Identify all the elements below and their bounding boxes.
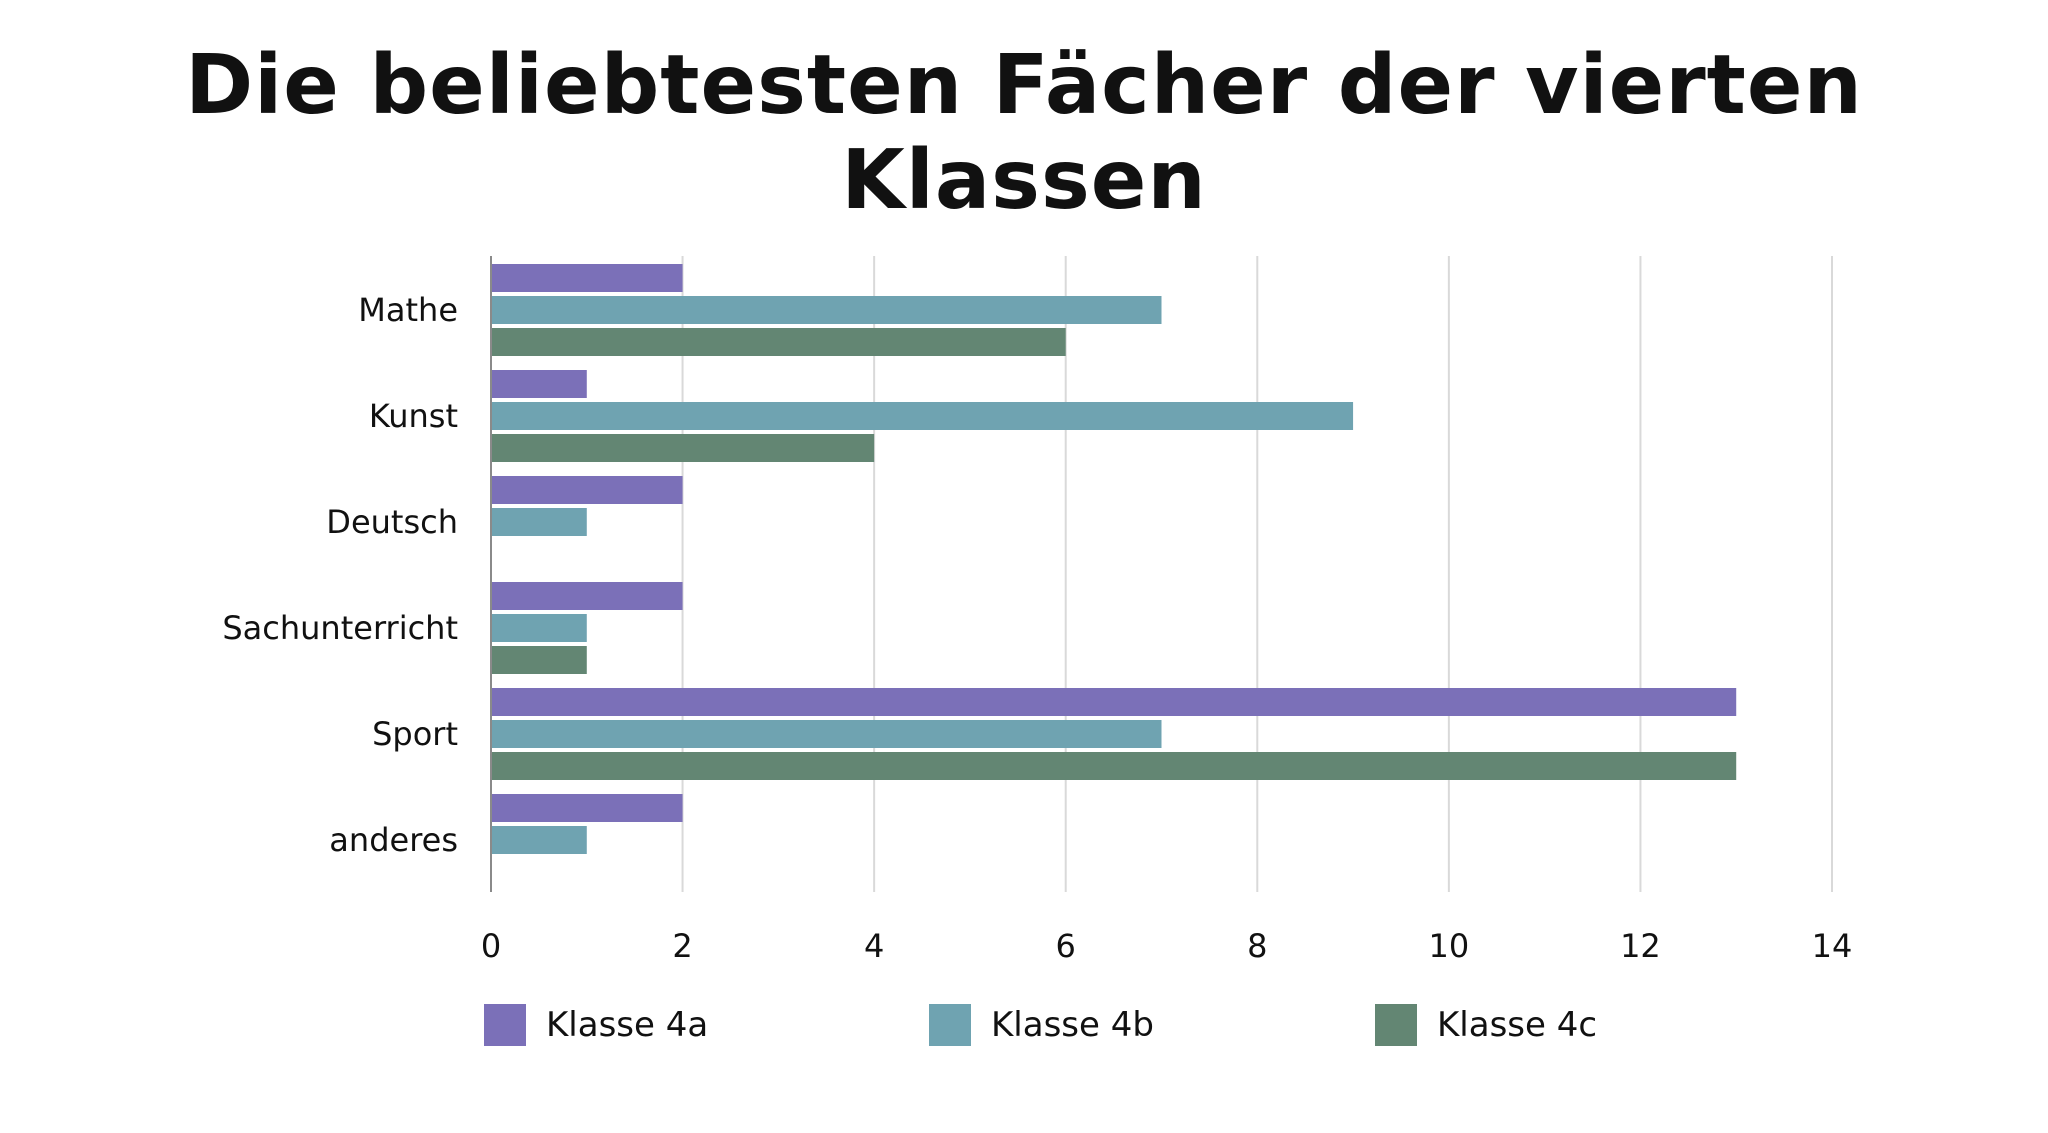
legend-item-klasse-4b[interactable]: Klasse 4b	[929, 1003, 1154, 1047]
bar	[491, 264, 683, 292]
bar	[491, 402, 1354, 430]
x-tick-label: 0	[481, 927, 501, 965]
x-tick-label: 10	[1428, 927, 1469, 965]
x-tick-label: 8	[1247, 927, 1267, 965]
legend-swatch	[484, 1004, 526, 1046]
bar	[491, 614, 587, 642]
bar	[491, 646, 587, 674]
bar	[491, 328, 1066, 356]
legend-swatch	[929, 1004, 971, 1046]
bar	[491, 370, 587, 398]
legend-item-klasse-4a[interactable]: Klasse 4a	[484, 1003, 708, 1047]
bar	[491, 508, 587, 536]
bar	[491, 476, 683, 504]
bar	[491, 826, 587, 854]
bar	[491, 688, 1737, 716]
category-label: anderes	[329, 821, 458, 859]
x-tick-label: 6	[1056, 927, 1076, 965]
gridlines	[681, 256, 1833, 892]
x-tick-label: 14	[1812, 927, 1853, 965]
x-tick-label: 4	[864, 927, 884, 965]
axis-labels: 0 2 4 6 8 10 12 14 Mathe Kunst Deutsch Sachunterric…	[222, 291, 1852, 965]
category-label: Mathe	[358, 291, 458, 329]
legend-swatch	[1375, 1004, 1417, 1046]
bar	[491, 794, 683, 822]
category-label: Sachunterricht	[222, 609, 458, 647]
legend-label: Klasse 4c	[1437, 1005, 1598, 1045]
legend-item-klasse-4c[interactable]: Klasse 4c	[1375, 1003, 1597, 1047]
bars	[491, 264, 1737, 854]
bar	[491, 720, 1162, 748]
legend-label: Klasse 4a	[546, 1005, 709, 1045]
bar	[491, 582, 683, 610]
category-label: Sport	[372, 715, 458, 753]
category-label: Deutsch	[326, 503, 458, 541]
x-tick-label: 2	[672, 927, 692, 965]
bar	[491, 434, 875, 462]
legend-label: Klasse 4b	[991, 1005, 1154, 1045]
bar	[491, 752, 1737, 780]
bar	[491, 296, 1162, 324]
chart-title: Die beliebtesten Fächer der vierten Klas…	[185, 38, 1863, 228]
x-tick-label: 12	[1620, 927, 1661, 965]
category-label: Kunst	[369, 397, 458, 435]
